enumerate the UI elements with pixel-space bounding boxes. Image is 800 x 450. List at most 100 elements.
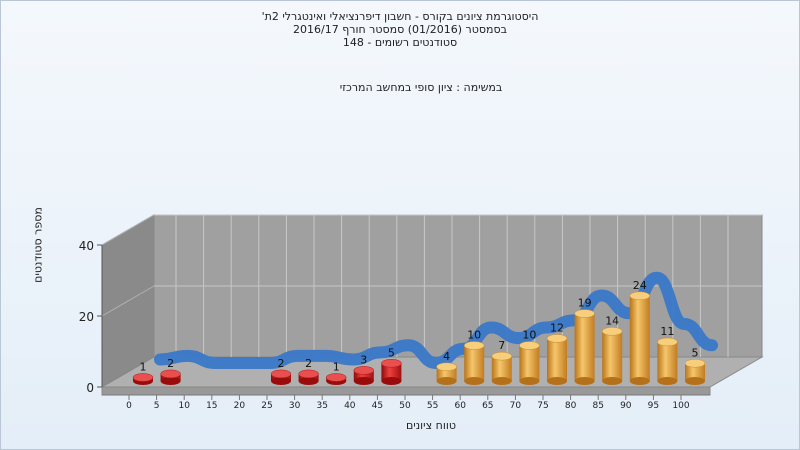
x-tick-label: 50 — [399, 401, 411, 411]
histogram-bar: 7 — [491, 339, 513, 385]
chart-title-line-2: בסמסטר (01/2016) סמסטר חורף 2016/17 — [293, 23, 507, 36]
bar-top — [546, 334, 568, 343]
y-tick-label: 40 — [79, 239, 94, 253]
x-tick-label: 100 — [672, 401, 689, 411]
bar-value-label: 5 — [692, 346, 699, 359]
histogram-bar: 1 — [325, 360, 347, 385]
bar-top — [574, 309, 595, 318]
bar-base — [519, 377, 540, 385]
histogram-bar: 2 — [298, 357, 319, 385]
histogram-bar: 4 — [436, 350, 457, 385]
histogram-bar: 2 — [270, 357, 292, 385]
x-tick-label: 95 — [648, 401, 659, 411]
bar-body — [519, 345, 540, 381]
bar-top — [381, 359, 402, 368]
histogram-bar: 1 — [132, 360, 154, 385]
x-axis-title: טווח ציונים — [406, 419, 456, 432]
trend-ribbon — [154, 271, 718, 370]
bar-value-label: 10 — [467, 329, 481, 342]
bar-base — [547, 377, 567, 385]
histogram-bar: 14 — [601, 314, 623, 385]
bar-value-label: 1 — [140, 360, 147, 373]
x-tick-label: 45 — [372, 401, 383, 411]
bar-body — [464, 345, 485, 381]
bar-value-label: 7 — [498, 339, 505, 352]
bar-value-label: 12 — [550, 321, 564, 334]
bar-body — [629, 295, 650, 381]
grid-line-left-wall — [101, 285, 155, 317]
bar-value-label: 2 — [278, 357, 285, 370]
bar-base — [353, 377, 374, 385]
bar-base — [381, 377, 402, 385]
bar-value-label: 10 — [522, 329, 536, 342]
histogram-bar: 5 — [684, 346, 706, 385]
bar-top — [132, 373, 154, 382]
bar-value-label: 4 — [443, 350, 450, 363]
bar-top — [436, 362, 457, 372]
histogram-bar: 10 — [463, 329, 485, 385]
bar-body — [574, 313, 595, 381]
bar-base — [491, 377, 512, 385]
bar-base — [464, 377, 485, 385]
bar-base — [160, 377, 181, 385]
histogram-bar: 10 — [519, 329, 540, 385]
bar-base — [629, 377, 650, 385]
bar-value-label: 2 — [167, 357, 174, 370]
bar-top — [657, 337, 678, 347]
bar-base — [436, 377, 457, 385]
x-tick-label: 65 — [482, 401, 493, 411]
x-tick-label: 30 — [289, 401, 301, 411]
x-tick-label: 90 — [620, 401, 632, 411]
bar-top — [601, 327, 623, 336]
x-tick-label: 55 — [427, 401, 438, 411]
x-tick-label: 85 — [592, 401, 603, 411]
x-tick-label: 25 — [261, 401, 272, 411]
histogram-bar: 3 — [353, 353, 375, 385]
bar-top — [160, 369, 181, 379]
x-tick-label: 60 — [454, 401, 466, 411]
x-tick-label: 20 — [234, 401, 246, 411]
histogram-bar: 12 — [546, 321, 568, 385]
bar-body — [491, 356, 512, 381]
bar-value-label: 19 — [578, 297, 592, 310]
bar-value-label: 11 — [660, 325, 674, 338]
y-axis-title: מספר סטודנטים — [31, 207, 45, 283]
histogram-bar: 5 — [381, 346, 402, 385]
bar-value-label: 24 — [633, 279, 647, 292]
histogram-bar: 24 — [629, 279, 651, 385]
bar-top — [629, 291, 651, 301]
bar-top — [353, 366, 375, 375]
x-tick-label: 5 — [154, 401, 160, 411]
x-tick-label: 70 — [510, 401, 522, 411]
bar-body — [602, 331, 623, 381]
bar-top — [270, 369, 292, 379]
chart-title-block: היסטוגרמת ציונים בקורס - חשבון דיפרנציאל… — [0, 10, 800, 49]
x-tick-label: 75 — [537, 401, 548, 411]
bar-base — [574, 377, 595, 385]
grid-line-left-wall — [101, 214, 155, 246]
bar-base — [602, 377, 623, 385]
bar-base — [298, 377, 319, 385]
bar-base — [685, 377, 705, 385]
y-tick-label: 20 — [79, 310, 94, 324]
x-tick-label: 0 — [126, 401, 132, 411]
x-tick-label: 10 — [178, 401, 190, 411]
x-tick-label: 35 — [316, 401, 327, 411]
bar-value-label: 3 — [360, 353, 367, 366]
histogram-bar: 19 — [574, 297, 595, 385]
y-tick-label: 0 — [86, 381, 94, 395]
bar-top — [463, 341, 485, 350]
bar-top — [519, 341, 540, 350]
bar-base — [657, 377, 678, 385]
x-tick-label: 40 — [344, 401, 356, 411]
bar-value-label: 2 — [305, 357, 312, 370]
bar-body — [381, 363, 402, 381]
bar-base — [271, 377, 291, 385]
chart-title-line-1: היסטוגרמת ציונים בקורס - חשבון דיפרנציאל… — [261, 10, 539, 23]
chart-title-line-3: סטודנטים רשומים - 148 — [342, 36, 458, 49]
bar-top — [491, 351, 513, 361]
floor-edge — [101, 386, 711, 396]
bar-body — [685, 363, 705, 381]
x-tick-label: 80 — [565, 401, 577, 411]
